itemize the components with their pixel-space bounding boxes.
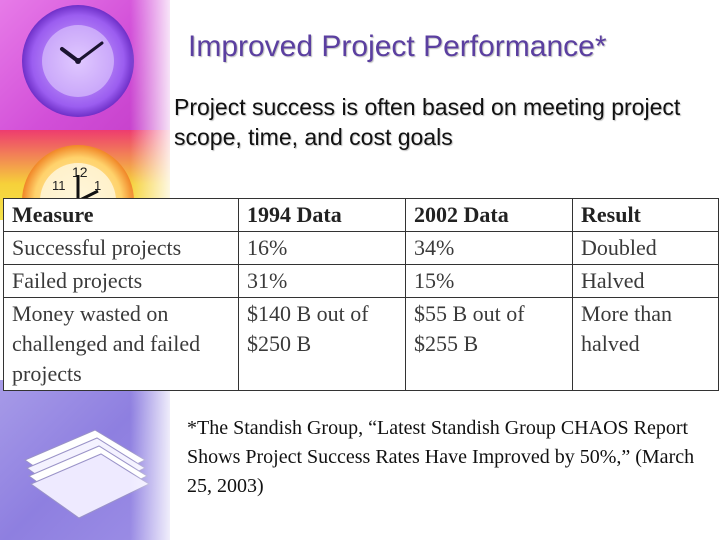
table-cell: 34% (405, 231, 573, 265)
slide-title: Improved Project Performance* (188, 30, 607, 63)
svg-text:11: 11 (52, 178, 66, 193)
table-cell: More than halved (572, 297, 719, 391)
table-cell: 16% (238, 231, 406, 265)
table-row: Failed projects 31% 15% Halved (3, 264, 719, 298)
table-header-row: Measure 1994 Data 2002 Data Result (3, 198, 719, 232)
table-cell: 15% (405, 264, 573, 298)
slide-subtitle: Project success is often based on meetin… (174, 94, 681, 150)
performance-table: Measure 1994 Data 2002 Data Result Succe… (3, 198, 719, 391)
svg-text:12: 12 (72, 164, 88, 180)
table-cell: $140 B out of $250 B (238, 297, 406, 391)
table-cell: Halved (572, 264, 719, 298)
clock-icon (22, 5, 134, 117)
header-1994-data: 1994 Data (238, 198, 406, 232)
header-result: Result (572, 198, 719, 232)
table-cell: Doubled (572, 231, 719, 265)
table-cell: $55 B out of $255 B (405, 297, 573, 391)
table-row: Money wasted on challenged and failed pr… (3, 297, 719, 391)
svg-text:1: 1 (94, 178, 101, 193)
paper-stack-icon (15, 400, 155, 520)
table-cell: Money wasted on challenged and failed pr… (3, 297, 239, 391)
table-row: Successful projects 16% 34% Doubled (3, 231, 719, 265)
table-cell: 31% (238, 264, 406, 298)
table-cell: Failed projects (3, 264, 239, 298)
header-2002-data: 2002 Data (405, 198, 573, 232)
source-footnote: *The Standish Group, “Latest Standish Gr… (187, 417, 695, 497)
table-cell: Successful projects (3, 231, 239, 265)
header-measure: Measure (3, 198, 239, 232)
decorative-photo-strip: 12 11 1 10 2 (0, 0, 170, 540)
